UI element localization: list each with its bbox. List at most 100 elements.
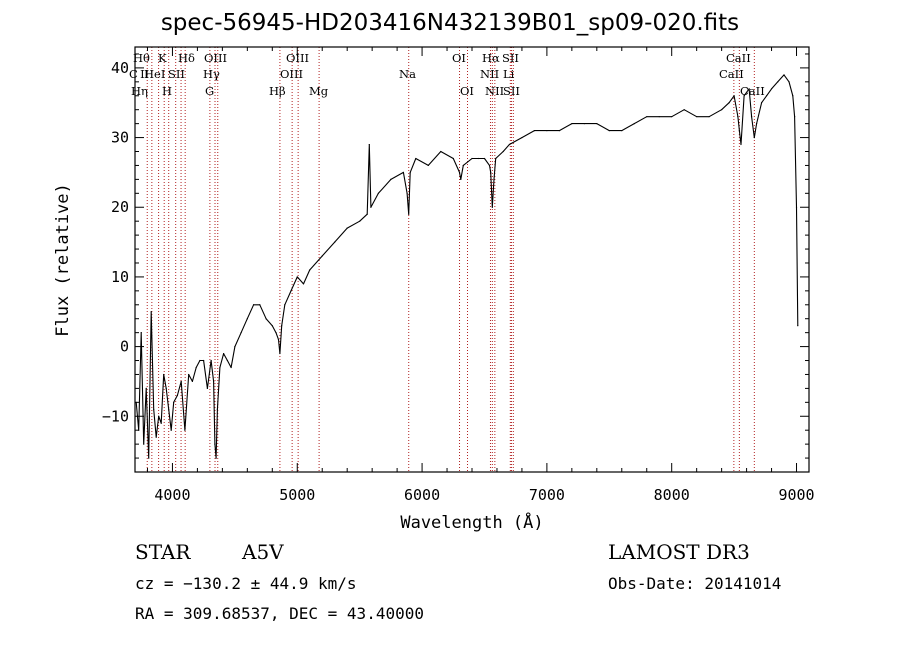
data-point-80 bbox=[521, 136, 523, 139]
data-point-111 bbox=[783, 74, 785, 76]
object-subclass: A5V bbox=[242, 540, 284, 564]
data-point-69 bbox=[462, 164, 464, 167]
data-point-36 bbox=[246, 318, 248, 320]
data-point-92 bbox=[671, 116, 673, 118]
data-point-5 bbox=[148, 457, 150, 459]
data-point-101 bbox=[740, 143, 742, 146]
data-point-17 bbox=[180, 380, 182, 383]
data-point-35 bbox=[240, 332, 242, 334]
data-point-61 bbox=[408, 213, 410, 215]
y-axis-label: Flux (relative) bbox=[53, 183, 73, 337]
marker-label-14: Na bbox=[399, 67, 416, 81]
marker-label-2: Hδ bbox=[178, 51, 195, 65]
data-point-26 bbox=[213, 380, 215, 383]
data-point-110 bbox=[777, 81, 779, 83]
marker-label-13: OIII bbox=[280, 67, 303, 81]
series-line-0 bbox=[135, 74, 799, 459]
data-point-48 bbox=[302, 283, 305, 285]
data-point-91 bbox=[658, 116, 660, 118]
marker-label-3: OIII bbox=[204, 51, 227, 65]
data-point-99 bbox=[737, 116, 739, 118]
data-point-63 bbox=[415, 157, 417, 160]
x-tick-label-4: 8000 bbox=[654, 486, 690, 504]
data-point-74 bbox=[490, 171, 492, 174]
data-point-58 bbox=[390, 178, 392, 180]
marker-label-24: NII bbox=[485, 84, 504, 98]
data-point-19 bbox=[188, 373, 190, 376]
marker-label-12: Hγ bbox=[203, 67, 220, 81]
data-point-86 bbox=[596, 123, 598, 125]
data-point-114 bbox=[794, 116, 796, 118]
marker-label-11: SII bbox=[168, 67, 185, 81]
data-point-100 bbox=[738, 130, 740, 132]
data-point-60 bbox=[406, 192, 408, 194]
data-point-22 bbox=[199, 359, 201, 362]
marker-label-18: Hη bbox=[131, 84, 148, 98]
data-point-73 bbox=[488, 164, 491, 167]
data-point-34 bbox=[234, 345, 236, 348]
data-point-116 bbox=[797, 325, 799, 327]
data-point-39 bbox=[265, 318, 267, 320]
data-point-107 bbox=[760, 102, 763, 104]
data-point-38 bbox=[259, 304, 261, 306]
data-point-24 bbox=[206, 387, 208, 389]
observation-date: Obs-Date: 20141014 bbox=[608, 574, 782, 593]
data-point-81 bbox=[533, 130, 536, 132]
data-point-72 bbox=[483, 157, 486, 160]
data-point-95 bbox=[708, 116, 710, 118]
data-point-9 bbox=[158, 415, 160, 417]
data-point-31 bbox=[223, 352, 225, 355]
y-tick-label-4: 30 bbox=[111, 129, 129, 147]
data-point-59 bbox=[402, 171, 404, 174]
data-point-98 bbox=[733, 95, 735, 97]
data-point-76 bbox=[493, 178, 495, 180]
data-point-103 bbox=[748, 88, 750, 90]
data-point-40 bbox=[271, 325, 273, 327]
data-point-6 bbox=[150, 311, 152, 313]
ra-dec: RA = 309.68537, DEC = 43.40000 bbox=[135, 604, 424, 623]
data-point-14 bbox=[170, 429, 172, 431]
x-tick-label-0: 4000 bbox=[154, 486, 190, 504]
marker-label-6: Hα bbox=[482, 51, 500, 65]
data-point-11 bbox=[163, 373, 165, 376]
marker-label-23: OI bbox=[460, 84, 474, 98]
data-point-85 bbox=[583, 123, 585, 125]
survey-name: LAMOST DR3 bbox=[608, 540, 750, 564]
data-point-44 bbox=[281, 325, 283, 327]
y-axis-ticks: −10 0 10 20 30 40 bbox=[102, 53, 809, 459]
x-axis-label: Wavelength (Å) bbox=[400, 511, 543, 533]
marker-label-25: SII bbox=[503, 84, 520, 98]
data-point-115 bbox=[795, 206, 798, 208]
data-point-108 bbox=[765, 95, 768, 97]
y-tick-label-5: 40 bbox=[111, 59, 129, 77]
data-point-83 bbox=[558, 130, 560, 132]
data-point-75 bbox=[491, 206, 493, 208]
marker-label-20: G bbox=[205, 84, 214, 98]
data-point-105 bbox=[753, 136, 755, 139]
data-point-88 bbox=[621, 130, 623, 132]
data-point-21 bbox=[195, 366, 197, 369]
data-point-37 bbox=[252, 304, 255, 306]
data-point-29 bbox=[216, 408, 218, 410]
data-point-106 bbox=[755, 123, 758, 125]
data-point-104 bbox=[750, 116, 753, 118]
data-point-50 bbox=[321, 255, 323, 257]
data-point-15 bbox=[173, 401, 175, 403]
marker-label-22: Mg bbox=[309, 84, 329, 98]
data-point-93 bbox=[683, 109, 685, 111]
spectrum-series bbox=[135, 74, 799, 459]
data-point-90 bbox=[646, 116, 648, 118]
marker-label-7: SII bbox=[502, 51, 519, 65]
data-point-16 bbox=[176, 394, 179, 396]
data-point-23 bbox=[203, 359, 205, 362]
data-point-67 bbox=[458, 171, 461, 174]
data-point-79 bbox=[508, 143, 511, 146]
object-class: STAR bbox=[135, 540, 191, 564]
data-point-30 bbox=[219, 366, 221, 369]
data-point-4 bbox=[145, 387, 147, 389]
data-point-41 bbox=[275, 332, 277, 334]
marker-label-21: Hβ bbox=[269, 84, 286, 98]
data-point-65 bbox=[440, 150, 442, 153]
